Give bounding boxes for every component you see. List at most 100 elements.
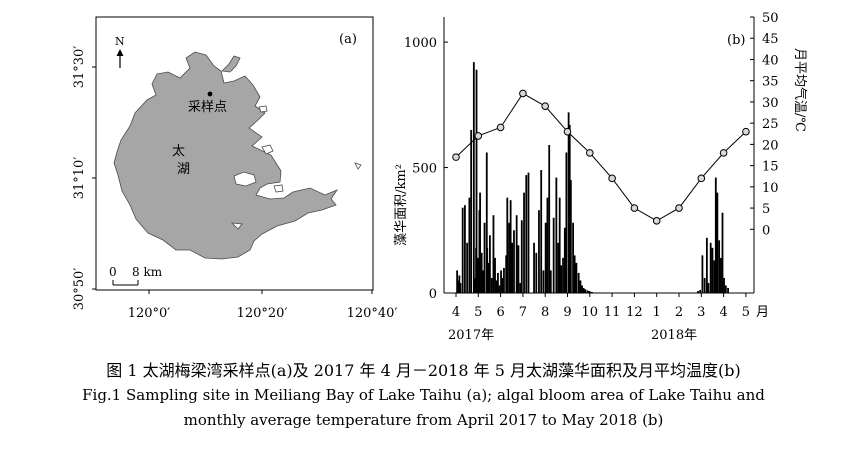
bloom-bar: [582, 287, 585, 293]
x-tick-label: 10: [582, 305, 599, 320]
right-axis-title: 月平均气温/℃: [792, 48, 808, 132]
bloom-bar: [506, 197, 509, 293]
temperature-line: [455, 92, 747, 222]
temperature-point: [675, 204, 683, 212]
left-axis-title: 藻华面积/km²: [394, 164, 409, 246]
bloom-bar: [492, 215, 495, 293]
right-y-ticks: 0 5 10 15 20 25 30 35 40 45 50: [750, 11, 779, 238]
bloom-bar: [494, 257, 496, 293]
bloom-bar: [699, 289, 702, 293]
right-tick-label: 10: [762, 181, 779, 196]
bloom-bar: [472, 62, 475, 293]
bloom-bar: [555, 177, 558, 293]
bloom-bar: [713, 260, 716, 293]
bloom-bar: [697, 290, 699, 293]
temperature-point: [652, 217, 661, 225]
bloom-bar: [587, 290, 590, 293]
temperature-point: [474, 132, 483, 140]
bloom-bar: [589, 291, 592, 293]
bloom-bar: [724, 285, 727, 293]
bloom-bar: [458, 275, 461, 293]
bloom-bar: [584, 289, 587, 293]
bloom-bar: [572, 222, 574, 293]
bloom-bar: [716, 192, 719, 293]
bloom-bar: [456, 270, 459, 293]
x-tick-label: 3: [697, 305, 705, 320]
bloom-bar: [515, 215, 518, 293]
bloom-bar: [563, 227, 566, 293]
bloom-bar: [474, 277, 476, 293]
scale-bar: [112, 280, 139, 286]
left-y-ticks: 0 500 1000: [404, 36, 448, 302]
bloom-bar: [476, 257, 479, 293]
island: [230, 222, 243, 230]
bloom-bar: [486, 247, 489, 293]
x-tick-label: 11: [604, 305, 621, 320]
right-tick-label: 25: [762, 117, 779, 132]
temperature-point: [608, 174, 616, 183]
x-month-ticks: 4 5 6 7 8 9 10 11 12 1 2 3 4 5: [452, 293, 750, 320]
x-tick-label: 12: [626, 305, 643, 320]
bloom-bar: [709, 242, 712, 293]
bloom-bar: [573, 255, 576, 293]
right-tick-label: 5: [762, 202, 770, 217]
bloom-bar: [457, 280, 460, 293]
bloom-bar: [519, 282, 522, 293]
x-tick-label: 4: [719, 305, 727, 320]
bloom-bar: [479, 192, 481, 293]
lat-tick-label: 30°50′: [72, 268, 87, 311]
lon-tick-label: 120°20′: [237, 306, 288, 321]
bloom-bar: [565, 152, 568, 293]
bloom-bar: [579, 280, 582, 293]
lake-taihu-shape: [113, 51, 339, 260]
x-tick-label: 6: [496, 305, 504, 320]
x-tick-label: 5: [742, 305, 750, 320]
scale-zero: 0: [109, 265, 117, 279]
right-tick-label: 15: [762, 160, 779, 175]
right-tick-label: 30: [762, 96, 779, 111]
bloom-bar: [549, 270, 552, 293]
temperature-point: [519, 89, 527, 98]
x-tick-label: 8: [541, 305, 549, 320]
right-tick-label: 35: [762, 75, 779, 90]
right-tick-label: 45: [762, 32, 779, 47]
bloom-bar: [505, 255, 508, 293]
bloom-bar: [497, 272, 499, 293]
bloom-bar: [461, 207, 464, 293]
bloom-bar: [501, 277, 504, 293]
bloom-bar: [533, 242, 535, 293]
bloom-bar: [581, 285, 583, 293]
bloom-bar: [720, 257, 722, 293]
bloom-bar: [723, 277, 725, 293]
bloom-bar: [727, 287, 729, 293]
temperature-point: [742, 127, 750, 136]
bloom-bar: [711, 247, 714, 293]
temperature-points: [452, 89, 750, 225]
bloom-bar: [490, 277, 493, 293]
bloom-bar: [487, 262, 490, 293]
temperature-point: [719, 149, 728, 157]
bloom-bar: [527, 172, 530, 293]
lat-tick-label: 31°30′: [72, 46, 87, 89]
bloom-bar: [557, 242, 560, 293]
bloom-bar: [560, 265, 563, 293]
right-tick-label: 50: [762, 11, 779, 26]
lat-tick-label: 31°10′: [72, 157, 87, 200]
bloom-bar: [568, 124, 571, 293]
caption-english-line-1: Fig.1 Sampling site in Meiliang Bay of L…: [82, 386, 765, 404]
month-unit-label: 月: [756, 305, 769, 320]
bloom-bar: [489, 235, 491, 293]
bloom-bar: [546, 197, 549, 293]
temperature-point: [496, 123, 505, 132]
bloom-bar: [558, 197, 561, 293]
island: [273, 184, 284, 193]
bloom-bar: [562, 257, 564, 293]
caption-chinese: 图 1 太湖梅梁湾采样点(a)及 2017 年 4 月－2018 年 5 月太湖…: [106, 361, 741, 380]
bloom-bar: [509, 200, 512, 293]
bloom-bar: [513, 230, 515, 293]
bloom-bar: [468, 197, 471, 293]
bloom-bar: [577, 272, 580, 293]
bloom-bar: [552, 217, 555, 293]
bloom-bar: [544, 222, 547, 293]
